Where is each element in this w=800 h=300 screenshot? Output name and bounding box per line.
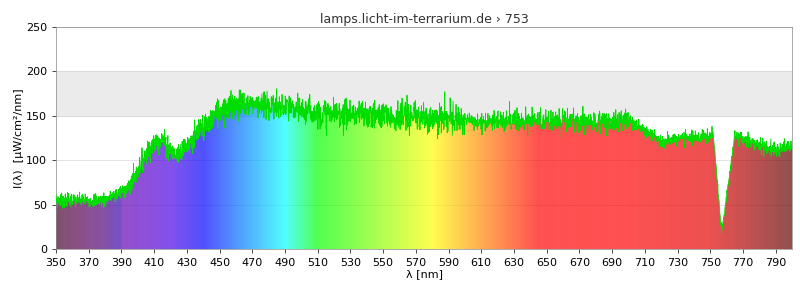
- X-axis label: λ [nm]: λ [nm]: [406, 269, 442, 279]
- Y-axis label: I(λ)  [μW/cm²/nm]: I(λ) [μW/cm²/nm]: [14, 88, 25, 188]
- Title: lamps.licht-im-terrarium.de › 753: lamps.licht-im-terrarium.de › 753: [320, 13, 528, 26]
- Bar: [56, 71, 792, 116]
